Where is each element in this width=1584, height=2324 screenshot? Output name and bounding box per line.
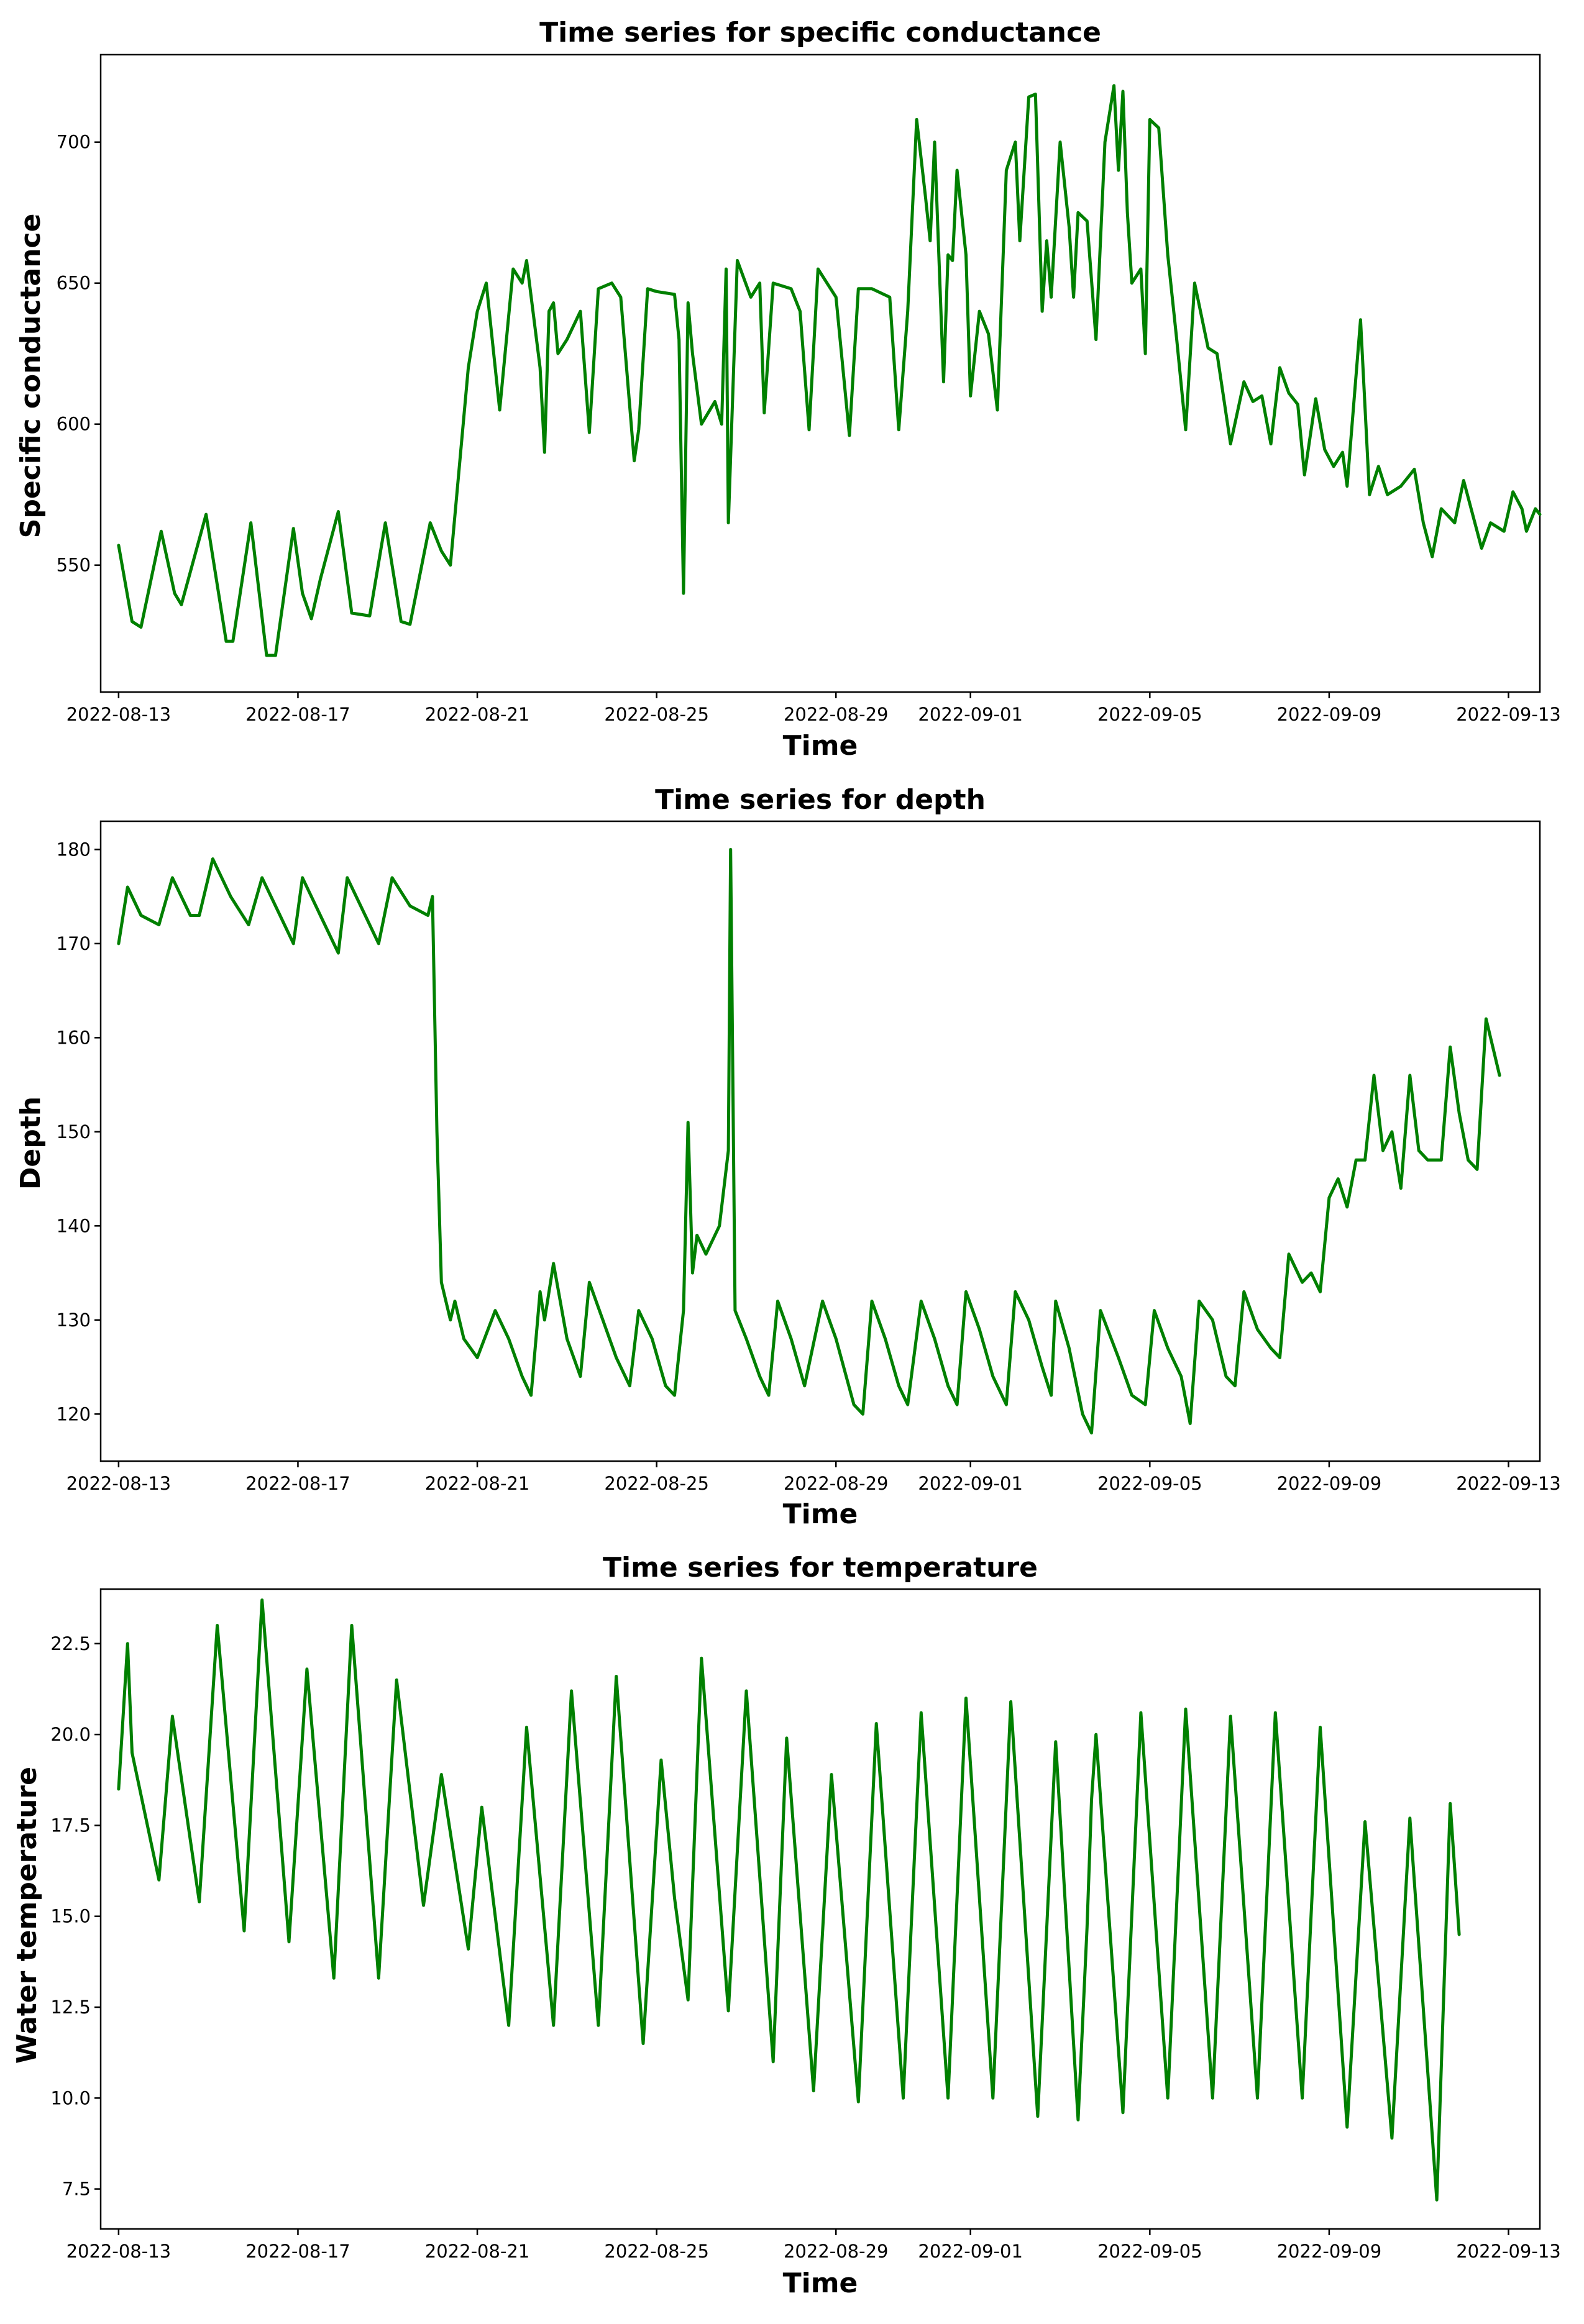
x-tick-label: 2022-08-13 [66,2241,172,2262]
panel-depth: Time series for depth Depth Time 2022-08… [15,784,1561,1530]
x-tick-label: 2022-08-29 [784,704,889,725]
y-tick-label: 650 [57,273,91,294]
plot-frame [99,53,1541,693]
x-tick-label: 2022-08-21 [425,1473,530,1494]
y-tick-label: 550 [57,555,91,576]
x-tick-label: 2022-09-09 [1277,1473,1382,1494]
y-tick-label: 700 [57,132,91,153]
y-tick-label: 120 [57,1403,91,1424]
panel-specific-conductance: Time series for specific conductance Spe… [15,17,1561,762]
x-tick-label: 2022-08-13 [66,1473,172,1494]
x-tick-label: 2022-09-13 [1456,1473,1561,1494]
y-tick-label: 180 [57,839,91,860]
x-ticks: 2022-08-13 2022-08-17 2022-08-21 2022-08-25… [66,692,1561,725]
x-tick-label: 2022-09-01 [918,1473,1023,1494]
y-tick-label: 150 [57,1121,91,1142]
y-ticks: 550 600 650 700 [57,132,101,576]
chart-title: Time series for specific conductance [539,17,1101,48]
x-tick-label: 2022-08-25 [604,2241,709,2262]
x-tick-label: 2022-09-09 [1277,704,1382,725]
y-tick-label: 15.0 [50,1906,91,1927]
y-axis-label: Specific conductance [15,214,47,539]
temperature-line [117,1598,1461,2202]
chart-title: Time series for temperature [603,1552,1038,1584]
x-tick-label: 2022-08-29 [784,1473,889,1494]
plot-frame [99,1588,1541,2230]
y-axis-label: Depth [15,1096,47,1190]
x-ticks: 2022-08-13 2022-08-17 2022-08-21 2022-08-25… [66,1461,1561,1494]
y-tick-label: 20.0 [50,1724,91,1745]
panel-temperature: Time series for temperature Water temper… [11,1552,1561,2299]
x-tick-label: 2022-09-13 [1456,2241,1561,2262]
x-tick-label: 2022-09-13 [1456,704,1561,725]
x-tick-label: 2022-08-25 [604,704,709,725]
y-tick-label: 7.5 [62,2179,91,2200]
x-ticks: 2022-08-13 2022-08-17 2022-08-21 2022-08-25… [66,2229,1561,2262]
y-tick-label: 600 [57,414,91,435]
x-tick-label: 2022-09-09 [1277,2241,1382,2262]
x-tick-label: 2022-08-21 [425,2241,530,2262]
y-tick-label: 10.0 [50,2087,91,2108]
x-tick-label: 2022-08-29 [784,2241,889,2262]
x-tick-label: 2022-09-01 [918,704,1023,725]
x-axis-label: Time [783,730,858,762]
y-ticks: 7.5 10.0 12.5 15.0 17.5 20.0 22.5 [50,1633,101,2200]
x-tick-label: 2022-08-17 [245,704,350,725]
x-tick-label: 2022-08-17 [245,2241,350,2262]
plot-frame [99,820,1541,1462]
y-tick-label: 17.5 [50,1815,91,1836]
x-tick-label: 2022-08-13 [66,704,172,725]
y-tick-label: 22.5 [50,1633,91,1654]
y-tick-label: 170 [57,933,91,954]
y-tick-label: 140 [57,1215,91,1236]
x-tick-label: 2022-09-01 [918,2241,1023,2262]
y-tick-label: 12.5 [50,1997,91,2018]
depth-line [117,847,1501,1435]
y-ticks: 120 130 140 150 160 170 180 [57,839,101,1424]
y-tick-label: 130 [57,1310,91,1331]
x-axis-label: Time [783,2267,858,2299]
conductance-line [117,84,1542,657]
chart-title: Time series for depth [655,784,986,816]
x-tick-label: 2022-09-05 [1097,1473,1202,1494]
x-axis-label: Time [783,1498,858,1530]
y-tick-label: 160 [57,1027,91,1048]
y-axis-label: Water temperature [11,1767,43,2064]
x-tick-label: 2022-09-05 [1097,704,1202,725]
x-tick-label: 2022-09-05 [1097,2241,1202,2262]
x-tick-label: 2022-08-21 [425,704,530,725]
x-tick-label: 2022-08-25 [604,1473,709,1494]
x-tick-label: 2022-08-17 [245,1473,350,1494]
